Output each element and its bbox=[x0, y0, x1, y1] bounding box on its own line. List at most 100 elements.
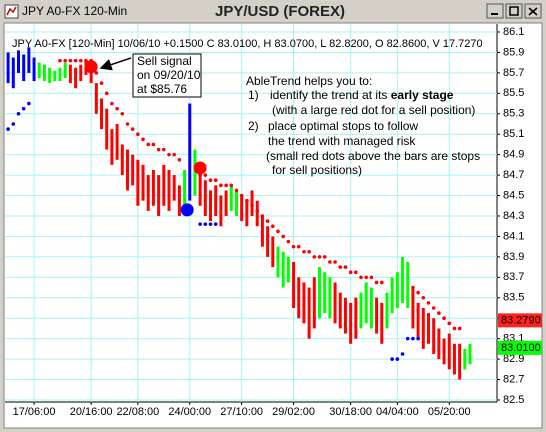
stop-dot bbox=[437, 311, 441, 315]
stop-dot bbox=[405, 336, 410, 341]
stop-dot bbox=[16, 111, 21, 116]
signal-dot bbox=[180, 203, 194, 217]
stop-dot bbox=[395, 357, 400, 361]
stop-dot bbox=[99, 81, 104, 85]
stop-dot bbox=[58, 58, 62, 63]
stop-dot bbox=[281, 234, 285, 239]
price-label: 83.0100 bbox=[501, 342, 541, 354]
stop-dot bbox=[447, 321, 452, 326]
info-num: 1) bbox=[248, 88, 259, 102]
stop-dot bbox=[203, 173, 208, 177]
stop-dot bbox=[286, 239, 291, 244]
stop-dot bbox=[291, 244, 296, 249]
stop-dot bbox=[307, 249, 311, 254]
stop-dot bbox=[343, 265, 348, 269]
stop-dot bbox=[63, 58, 68, 63]
y-tick-label: 85.3 bbox=[503, 108, 524, 120]
stop-dot bbox=[6, 127, 10, 131]
stop-dot bbox=[245, 198, 249, 203]
stop-dot bbox=[359, 275, 363, 280]
stop-dot bbox=[416, 290, 420, 295]
y-tick-label: 82.5 bbox=[503, 394, 524, 406]
sell-note: on 09/20/10 bbox=[137, 68, 201, 82]
stop-dot bbox=[151, 142, 156, 147]
stop-dot bbox=[260, 214, 265, 218]
stop-dot bbox=[224, 183, 228, 188]
stop-dot bbox=[156, 147, 161, 152]
stop-dot bbox=[411, 336, 415, 341]
stop-dot bbox=[302, 249, 306, 254]
y-tick-label: 84.3 bbox=[503, 210, 524, 222]
stop-dot bbox=[198, 222, 202, 226]
y-tick-label: 83.5 bbox=[503, 292, 524, 304]
stop-dot bbox=[338, 265, 343, 269]
stop-dot bbox=[68, 58, 73, 63]
y-tick-label: 85.1 bbox=[503, 128, 524, 140]
info-line: identify the trend at its early stage bbox=[270, 88, 454, 102]
stop-dot bbox=[172, 152, 176, 157]
stop-dot bbox=[239, 193, 244, 198]
stop-dot bbox=[421, 295, 426, 300]
stop-dot bbox=[270, 224, 275, 229]
stop-dot bbox=[141, 137, 145, 142]
price-label-box bbox=[498, 313, 542, 328]
info-line: (small red dots above the bars are stops bbox=[266, 149, 480, 163]
stop-dot bbox=[426, 301, 431, 305]
stop-dot bbox=[276, 229, 280, 234]
x-tick-label: 05/20:00 bbox=[428, 406, 471, 418]
x-tick-label: 27/10:00 bbox=[220, 406, 263, 418]
stop-dot bbox=[354, 270, 358, 275]
maximize-button[interactable] bbox=[505, 3, 523, 19]
stop-dot bbox=[177, 157, 182, 162]
stop-dot bbox=[322, 255, 327, 259]
stop-dot bbox=[110, 101, 114, 106]
stop-dot bbox=[312, 255, 317, 259]
stop-dot bbox=[203, 222, 208, 226]
x-tick-label: 24/00:00 bbox=[168, 406, 211, 418]
info-bold: early stage bbox=[391, 88, 454, 102]
minimize-button[interactable] bbox=[486, 3, 504, 19]
stop-dot bbox=[457, 326, 462, 331]
stop-dot bbox=[146, 142, 151, 147]
stop-dot bbox=[94, 71, 99, 75]
price-label: 83.2790 bbox=[501, 314, 541, 326]
stop-dot bbox=[162, 147, 166, 152]
x-tick-label: 29/02:00 bbox=[272, 406, 315, 418]
stop-dot bbox=[452, 326, 457, 331]
signal-dot bbox=[84, 60, 98, 74]
stop-dot bbox=[390, 357, 394, 361]
stop-dot bbox=[229, 183, 234, 188]
y-tick-label: 84.5 bbox=[503, 189, 524, 201]
stop-dot bbox=[431, 306, 436, 310]
signal-dot bbox=[193, 161, 207, 175]
sell-note: Sell signal bbox=[137, 54, 192, 68]
stop-dot bbox=[416, 336, 420, 341]
info-line: place optimal stops to follow bbox=[268, 119, 418, 133]
stop-dot bbox=[27, 101, 31, 106]
chart-title: JPY/USD (FOREX) bbox=[215, 3, 345, 20]
quote-header: JPY A0-FX [120-Min] 10/06/10 +0.1500 C 8… bbox=[12, 38, 483, 50]
stop-dot bbox=[250, 203, 254, 208]
stop-dot bbox=[400, 352, 405, 356]
info-line: for sell positions) bbox=[272, 163, 362, 177]
stop-dot bbox=[208, 178, 213, 183]
stop-dot bbox=[73, 58, 78, 63]
stop-dot bbox=[130, 127, 135, 131]
stop-dot bbox=[213, 222, 218, 226]
stop-dot bbox=[234, 188, 239, 193]
info-line: (with a large red dot for a sell positio… bbox=[272, 103, 475, 117]
y-tick-label: 82.7 bbox=[503, 373, 524, 385]
stop-dot bbox=[364, 275, 369, 280]
stop-dot bbox=[333, 260, 337, 264]
y-tick-label: 84.1 bbox=[503, 230, 524, 242]
stop-dot bbox=[167, 152, 171, 157]
stop-dot bbox=[213, 178, 218, 183]
y-tick-label: 85.5 bbox=[503, 87, 524, 99]
y-tick-label: 86.1 bbox=[503, 26, 524, 38]
stop-dot bbox=[296, 244, 301, 249]
app-icon-graph bbox=[6, 6, 17, 16]
window-buttons bbox=[486, 3, 542, 19]
info-num: 2) bbox=[248, 119, 259, 133]
stop-dot bbox=[120, 111, 125, 116]
